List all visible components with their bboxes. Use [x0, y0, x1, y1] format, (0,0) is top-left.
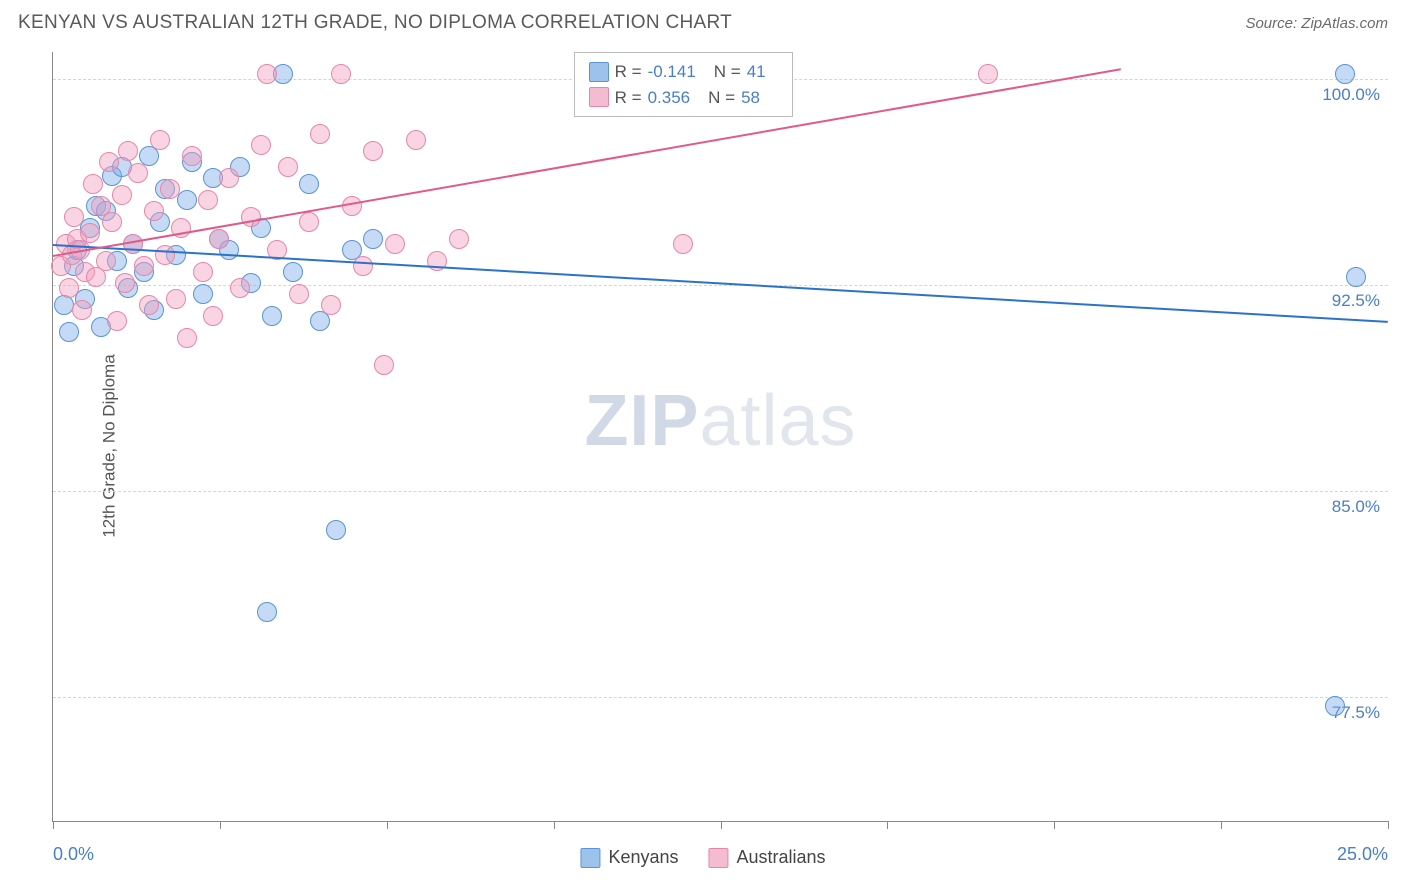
data-point: [283, 262, 303, 282]
stats-legend: R = -0.141 N = 41 R = 0.356 N = 58: [574, 52, 793, 117]
data-point: [326, 520, 346, 540]
data-point: [64, 207, 84, 227]
source-label: Source: ZipAtlas.com: [1245, 15, 1388, 32]
data-point: [118, 141, 138, 161]
legend-item: Australians: [709, 847, 826, 868]
data-point: [978, 64, 998, 84]
x-tick: [554, 821, 555, 829]
r-value: 0.356: [648, 85, 691, 111]
data-point: [99, 152, 119, 172]
chart-title: KENYAN VS AUSTRALIAN 12TH GRADE, NO DIPL…: [18, 12, 732, 34]
bottom-legend: Kenyans Australians: [580, 847, 825, 868]
data-point: [262, 306, 282, 326]
data-point: [115, 273, 135, 293]
data-point: [673, 234, 693, 254]
legend-label: Australians: [737, 847, 826, 868]
data-point: [331, 64, 351, 84]
stats-row: R = -0.141 N = 41: [589, 59, 778, 85]
data-point: [83, 174, 103, 194]
data-point: [1325, 696, 1345, 716]
data-point: [193, 284, 213, 304]
x-tick: [220, 821, 221, 829]
data-point: [1335, 64, 1355, 84]
n-value: 41: [747, 59, 766, 85]
x-tick: [1221, 821, 1222, 829]
scatter-chart: ZIPatlas 77.5%85.0%92.5%100.0%0.0%25.0%R…: [52, 52, 1388, 822]
n-value: 58: [741, 85, 760, 111]
data-point: [59, 278, 79, 298]
data-point: [80, 223, 100, 243]
legend-item: Kenyans: [580, 847, 678, 868]
data-point: [299, 174, 319, 194]
data-point: [385, 234, 405, 254]
data-point: [123, 234, 143, 254]
r-label: R =: [615, 85, 642, 111]
data-point: [203, 306, 223, 326]
data-point: [449, 229, 469, 249]
x-min-label: 0.0%: [53, 844, 94, 865]
data-point: [363, 229, 383, 249]
data-point: [139, 295, 159, 315]
data-point: [144, 201, 164, 221]
n-label: N =: [714, 59, 741, 85]
r-value: -0.141: [648, 59, 696, 85]
data-point: [406, 130, 426, 150]
data-point: [219, 168, 239, 188]
data-point: [182, 146, 202, 166]
swatch-icon: [709, 848, 729, 868]
x-tick: [1054, 821, 1055, 829]
gridline: [53, 697, 1388, 698]
data-point: [278, 157, 298, 177]
data-point: [374, 355, 394, 375]
x-tick: [1388, 821, 1389, 829]
data-point: [299, 212, 319, 232]
n-label: N =: [708, 85, 735, 111]
data-point: [353, 256, 373, 276]
data-point: [251, 135, 271, 155]
swatch-icon: [589, 62, 609, 82]
data-point: [230, 278, 250, 298]
r-label: R =: [615, 59, 642, 85]
data-point: [128, 163, 148, 183]
data-point: [241, 207, 261, 227]
swatch-icon: [580, 848, 600, 868]
data-point: [193, 262, 213, 282]
data-point: [102, 212, 122, 232]
data-point: [107, 311, 127, 331]
data-point: [160, 179, 180, 199]
watermark: ZIPatlas: [584, 380, 856, 462]
data-point: [155, 245, 175, 265]
data-point: [150, 130, 170, 150]
data-point: [166, 289, 186, 309]
legend-label: Kenyans: [608, 847, 678, 868]
data-point: [321, 295, 341, 315]
x-tick: [387, 821, 388, 829]
data-point: [112, 185, 132, 205]
data-point: [363, 141, 383, 161]
data-point: [177, 328, 197, 348]
x-max-label: 25.0%: [1337, 844, 1388, 865]
x-tick: [887, 821, 888, 829]
data-point: [96, 251, 116, 271]
data-point: [310, 124, 330, 144]
stats-row: R = 0.356 N = 58: [589, 85, 778, 111]
data-point: [59, 322, 79, 342]
data-point: [257, 64, 277, 84]
data-point: [1346, 267, 1366, 287]
data-point: [289, 284, 309, 304]
swatch-icon: [589, 87, 609, 107]
x-tick: [721, 821, 722, 829]
data-point: [134, 256, 154, 276]
y-tick-label: 85.0%: [1332, 497, 1380, 517]
y-tick-label: 92.5%: [1332, 291, 1380, 311]
gridline: [53, 491, 1388, 492]
data-point: [209, 229, 229, 249]
data-point: [198, 190, 218, 210]
y-tick-label: 100.0%: [1322, 85, 1380, 105]
x-tick: [53, 821, 54, 829]
data-point: [257, 602, 277, 622]
data-point: [72, 300, 92, 320]
